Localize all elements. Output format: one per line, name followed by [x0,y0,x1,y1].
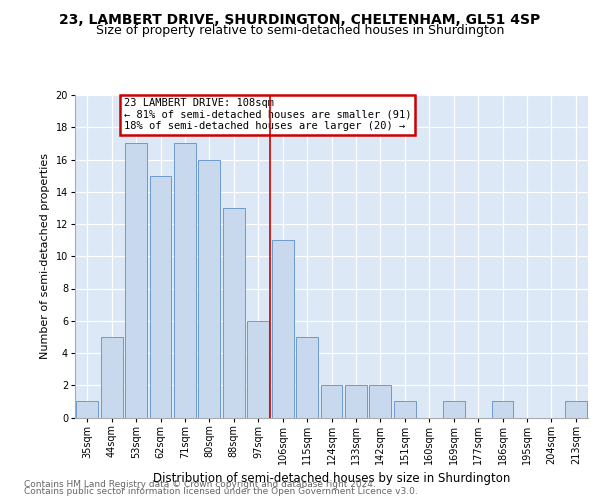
Bar [370,385,391,418]
Text: Contains public sector information licensed under the Open Government Licence v3: Contains public sector information licen… [24,487,418,496]
Bar [296,337,318,417]
Bar [149,176,172,418]
Bar [76,402,98,417]
Bar [320,385,343,418]
Bar [247,321,269,418]
Bar [174,144,196,418]
Text: 23, LAMBERT DRIVE, SHURDINGTON, CHELTENHAM, GL51 4SP: 23, LAMBERT DRIVE, SHURDINGTON, CHELTENH… [59,12,541,26]
Bar [394,402,416,417]
Y-axis label: Number of semi-detached properties: Number of semi-detached properties [40,153,50,359]
Bar [272,240,293,418]
Bar [199,160,220,418]
Bar [125,144,147,418]
Text: Contains HM Land Registry data © Crown copyright and database right 2024.: Contains HM Land Registry data © Crown c… [24,480,376,489]
Bar [565,402,587,417]
Bar [223,208,245,418]
X-axis label: Distribution of semi-detached houses by size in Shurdington: Distribution of semi-detached houses by … [153,472,510,485]
Text: 23 LAMBERT DRIVE: 108sqm
← 81% of semi-detached houses are smaller (91)
18% of s: 23 LAMBERT DRIVE: 108sqm ← 81% of semi-d… [124,98,412,132]
Bar [443,402,464,417]
Bar [101,337,122,417]
Bar [491,402,514,417]
Bar [345,385,367,418]
Text: Size of property relative to semi-detached houses in Shurdington: Size of property relative to semi-detach… [96,24,504,37]
